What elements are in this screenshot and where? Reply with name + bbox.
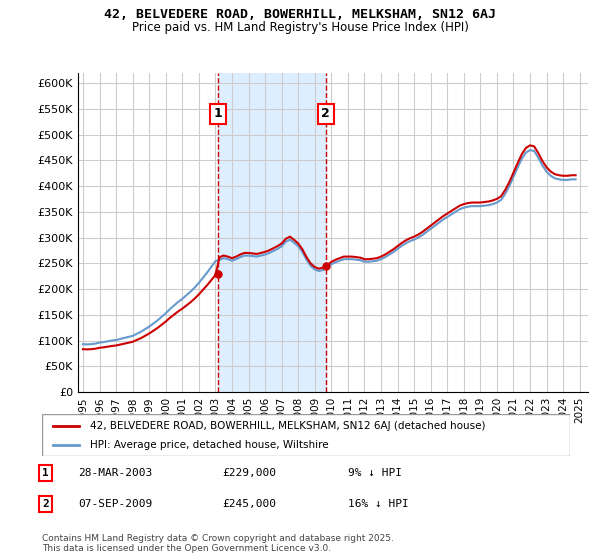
Text: 42, BELVEDERE ROAD, BOWERHILL, MELKSHAM, SN12 6AJ: 42, BELVEDERE ROAD, BOWERHILL, MELKSHAM,… [104, 8, 496, 21]
Text: 9% ↓ HPI: 9% ↓ HPI [348, 468, 402, 478]
Text: Price paid vs. HM Land Registry's House Price Index (HPI): Price paid vs. HM Land Registry's House … [131, 21, 469, 34]
Text: 2: 2 [42, 499, 49, 509]
Text: 28-MAR-2003: 28-MAR-2003 [78, 468, 152, 478]
Text: HPI: Average price, detached house, Wiltshire: HPI: Average price, detached house, Wilt… [89, 440, 328, 450]
Text: 1: 1 [42, 468, 49, 478]
Text: Contains HM Land Registry data © Crown copyright and database right 2025.
This d: Contains HM Land Registry data © Crown c… [42, 534, 394, 553]
Text: 16% ↓ HPI: 16% ↓ HPI [348, 499, 409, 509]
Text: £229,000: £229,000 [222, 468, 276, 478]
Text: £245,000: £245,000 [222, 499, 276, 509]
Text: 07-SEP-2009: 07-SEP-2009 [78, 499, 152, 509]
FancyBboxPatch shape [42, 414, 570, 456]
Text: 42, BELVEDERE ROAD, BOWERHILL, MELKSHAM, SN12 6AJ (detached house): 42, BELVEDERE ROAD, BOWERHILL, MELKSHAM,… [89, 421, 485, 431]
Bar [218, 73, 326, 392]
Text: 1: 1 [214, 108, 223, 120]
Text: 2: 2 [322, 108, 330, 120]
